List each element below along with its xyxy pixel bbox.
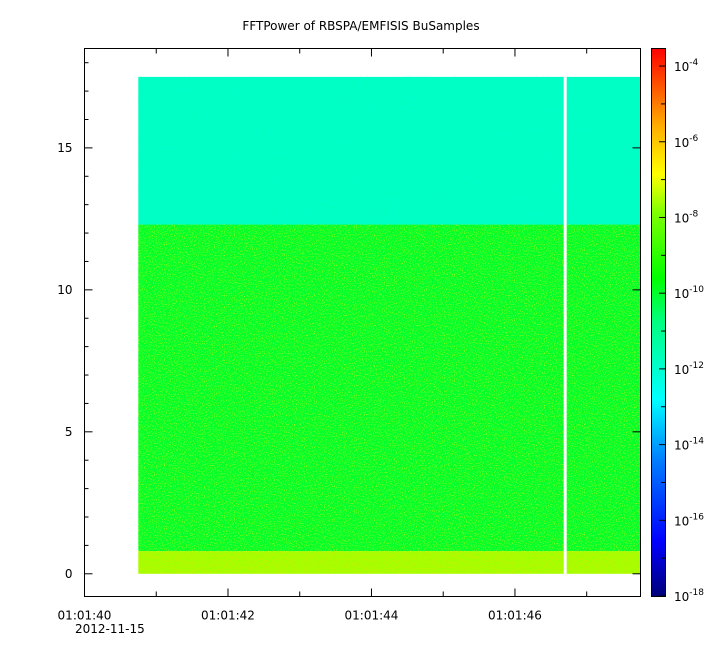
spectrogram-data (138, 75, 641, 575)
data-gap (563, 75, 567, 575)
colorbar-tick-label: 10-14 (674, 437, 704, 453)
x-axis-date-label: 2012-11-15 (75, 622, 145, 636)
y-tick-label: 5 (65, 425, 73, 439)
plot-frame (84, 48, 641, 597)
colorbar-tick-label: 10-16 (674, 512, 704, 528)
colorbar: 10-4 10-6 10-8 10-10 10-12 10-14 10-16 10-18 (651, 48, 704, 604)
spectrogram-band-texture (138, 224, 641, 552)
colorbar-frame (651, 48, 666, 597)
x-axis: 01:01:40 01:01:42 01:01:44 01:01:46 (58, 48, 588, 623)
spectrogram-band-texture (138, 551, 641, 574)
x-tick-label: 01:01:42 (201, 609, 255, 623)
colorbar-tick-label: 10-12 (674, 361, 704, 377)
colorbar-tick-label: 10-10 (674, 285, 704, 301)
x-tick-label: 01:01:46 (488, 609, 542, 623)
y-axis: 0 5 10 15 (57, 62, 641, 581)
x-tick-label: 01:01:44 (345, 609, 399, 623)
colorbar-tick-label: 10-6 (674, 134, 699, 150)
colorbar-tick-label: 10-18 (674, 588, 704, 604)
chart-title: FFTPower of RBSPA/EMFISIS BuSamples (242, 19, 479, 33)
y-tick-label: 0 (65, 567, 73, 581)
x-tick-label: 01:01:40 (58, 609, 112, 623)
y-tick-label: 15 (57, 141, 72, 155)
y-tick-label: 10 (57, 283, 72, 297)
colorbar-gradient (652, 48, 665, 596)
colorbar-tick-label: 10-4 (674, 58, 699, 74)
spectrogram-band-texture (138, 76, 641, 225)
colorbar-tick-label: 10-8 (674, 209, 699, 225)
